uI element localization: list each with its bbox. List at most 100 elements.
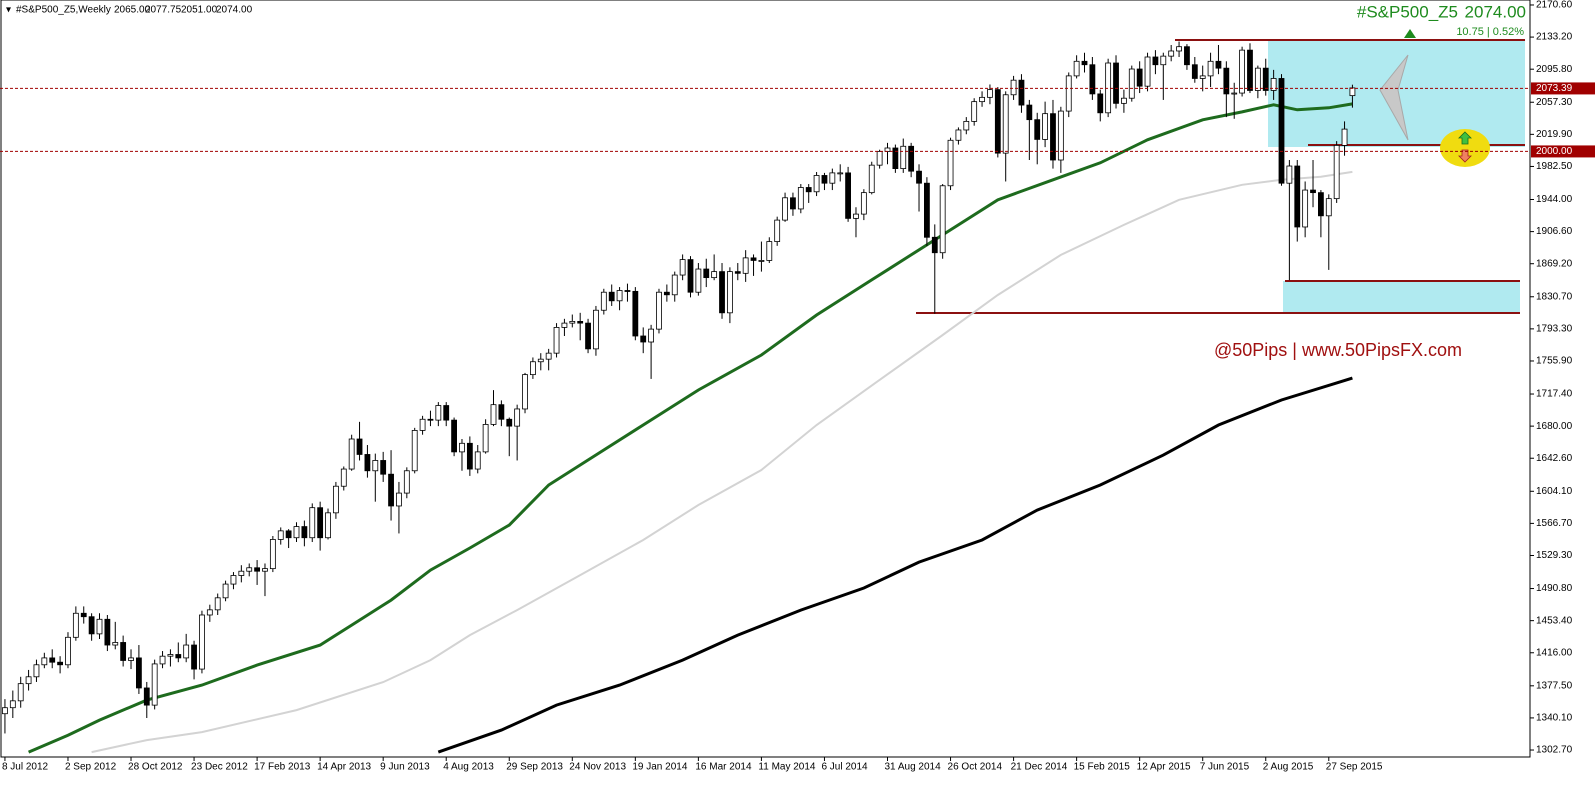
candle-body [1034,119,1041,140]
y-tick-label: 1944.00 [1536,194,1573,205]
candle-body [774,219,781,242]
level-label: 2000.00 [1536,146,1573,157]
x-tick-label: 31 Aug 2014 [885,762,942,773]
y-tick-label: 1416.00 [1536,647,1573,658]
x-tick-label: 28 Oct 2012 [128,762,183,773]
candle-body [1341,128,1348,146]
y-tick-label: 1793.30 [1536,324,1573,335]
candle-body [695,268,702,293]
candle-body [269,539,276,570]
candle-body [238,570,245,576]
candle-body [1302,189,1309,228]
candle-body [482,424,489,453]
candle-body [1262,67,1269,91]
candle-body [734,271,741,274]
candle-body [33,664,40,678]
ohlc-label: 2074.00 [216,5,253,16]
candle-body [332,485,339,514]
candle-body [1176,46,1182,52]
candle-body [1010,79,1017,96]
candle-body [860,192,867,215]
y-tick-label: 2170.60 [1536,0,1573,11]
y-tick-label: 1302.70 [1536,745,1573,756]
candle-body [1278,78,1285,184]
level-box [1531,145,1595,158]
candle-body [1136,68,1143,87]
zone-rectangle [1283,281,1520,312]
candle-body [900,145,907,169]
candle-body [25,676,32,685]
candle-body [41,657,48,666]
candle-body [821,175,828,184]
candle-body [364,454,371,472]
candle-body [1215,60,1222,69]
candle-body [199,614,205,670]
candle-body [1286,165,1293,184]
y-tick-label: 2133.20 [1536,32,1573,43]
candle-body [1097,93,1104,114]
candle-body [96,618,103,635]
candle-body [380,460,387,475]
x-tick-label: 27 Sep 2015 [1326,762,1383,773]
candle-body [506,418,513,427]
candle-body [490,404,497,425]
candle-body [853,213,859,219]
candle-body [1191,64,1198,79]
candle-body [1128,68,1135,99]
candle-body [262,568,268,572]
moving-average [91,170,1353,754]
candle-body [17,683,24,702]
candle-body [868,164,875,194]
candle-body [1254,67,1261,91]
candle-body [1318,192,1324,217]
candle-body [466,442,473,470]
candle-body [797,187,804,210]
plot-frame [0,0,1531,758]
candle-body [309,507,316,539]
x-tick-label: 12 Apr 2015 [1137,762,1191,773]
down-arrow [1458,149,1472,163]
candle-body [191,644,197,670]
y-tick-label: 1604.10 [1536,486,1573,497]
x-tick-label: 17 Feb 2013 [254,762,311,773]
candle-body [1168,50,1175,57]
candle-body [222,583,229,599]
candle-body [790,197,796,210]
moving-average [437,376,1353,754]
candle-body [9,700,16,709]
candle-body [608,291,615,302]
quote-symbol: #S&P500_Z5 [1357,2,1458,21]
x-tick-label: 21 Dec 2014 [1011,762,1068,773]
candle-body [829,172,836,184]
candle-body [963,120,970,131]
candle-body [845,172,851,219]
candle-body [924,182,930,238]
candle-body [167,654,174,657]
candle-body [876,151,883,166]
candle-body [703,268,710,279]
candle-body [577,321,584,324]
candle-body [537,358,544,363]
candle-body [183,644,190,659]
candle-body [987,89,993,98]
y-tick-label: 1566.70 [1536,518,1573,529]
up-triangle [1404,29,1416,38]
candle-body [230,575,237,585]
plot-area [2,41,1356,754]
candle-body [632,290,639,337]
candle-body [301,526,308,539]
chevron-shape [1379,54,1409,141]
candle-body [971,101,978,122]
candle-body [159,655,166,665]
candle-body [939,185,946,254]
candle-body [530,361,536,376]
candle-body [1160,55,1167,66]
candle-body [750,257,757,261]
candle-body [1113,62,1119,104]
candle-body [884,147,891,152]
candle-body [742,257,749,274]
ohlc-label: 2077.75 [145,5,182,16]
candle-body [498,404,505,420]
candle-body [553,327,560,354]
